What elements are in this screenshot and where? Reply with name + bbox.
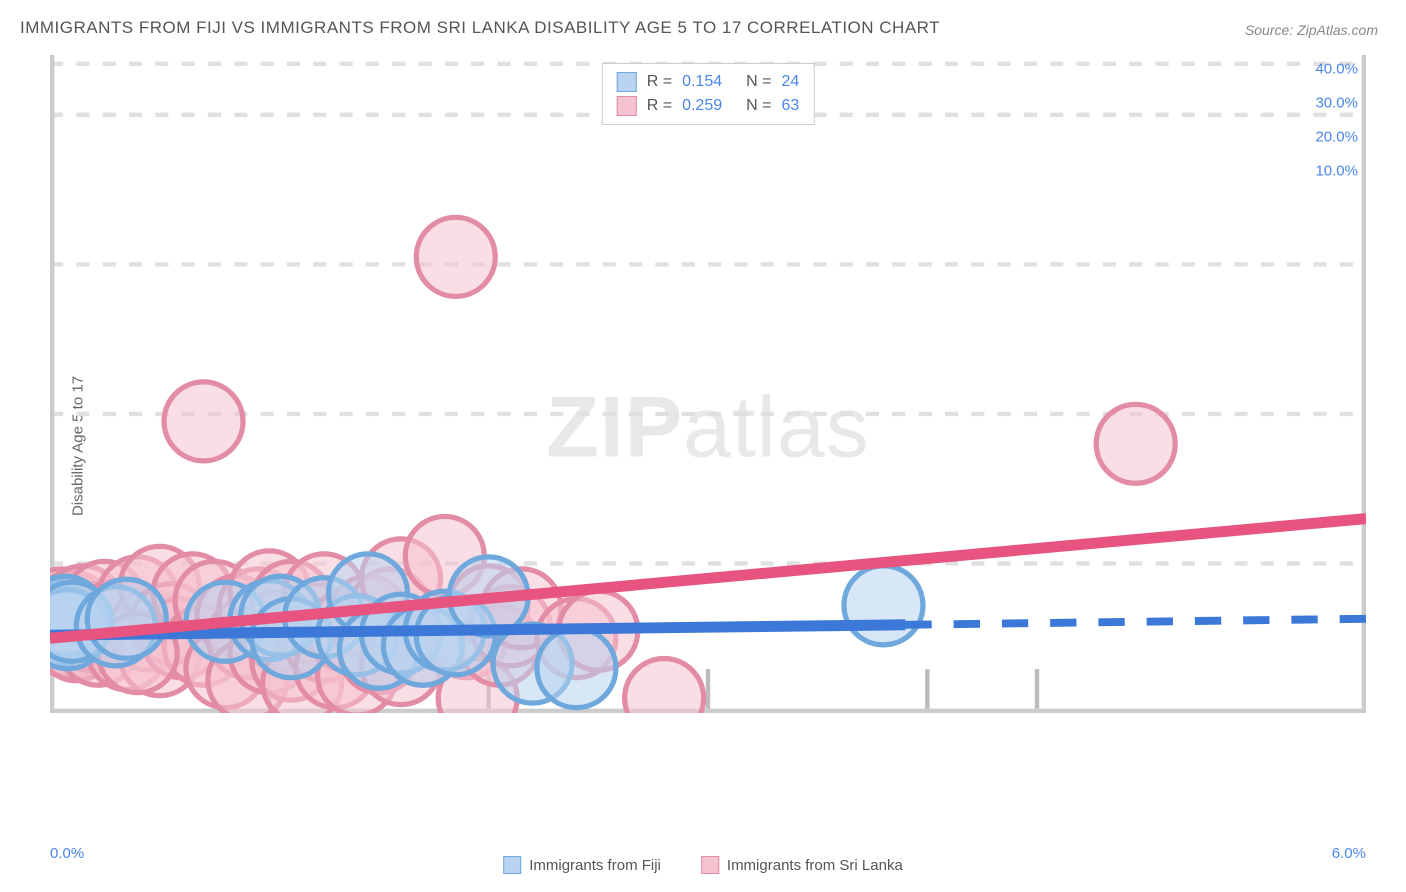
source-label: Source: ZipAtlas.com	[1245, 22, 1378, 38]
legend-row: R = 0.154 N = 24	[617, 70, 800, 94]
legend-n-label: N =	[746, 97, 771, 115]
legend-r-value: 0.154	[682, 73, 722, 91]
legend-r-label: R =	[647, 97, 672, 115]
x-axis-origin: 0.0%	[50, 845, 84, 862]
y-tick-label: 40.0%	[1315, 60, 1358, 77]
chart-area: ZIPatlas R = 0.154N = 24R = 0.259N = 63 …	[50, 55, 1366, 832]
legend-r-label: R =	[647, 73, 672, 91]
chart-title: IMMIGRANTS FROM FIJI VS IMMIGRANTS FROM …	[20, 18, 940, 38]
series-legend-item: Immigrants from Fiji	[503, 856, 661, 874]
correlation-legend: R = 0.154 N = 24 R = 0.259 N = 63	[602, 63, 815, 125]
legend-n-value: 24	[781, 73, 799, 91]
legend-n-value: 63	[781, 97, 799, 115]
y-tick-label: 10.0%	[1315, 162, 1358, 179]
legend-n-label: N =	[746, 73, 771, 91]
y-tick-label: 20.0%	[1315, 128, 1358, 145]
legend-swatch	[617, 72, 637, 92]
legend-swatch	[617, 96, 637, 116]
series-legend: Immigrants from Fiji Immigrants from Sri …	[503, 856, 903, 874]
scatter-plot	[50, 55, 1366, 713]
series-legend-item: Immigrants from Sri Lanka	[701, 856, 903, 874]
y-tick-label: 30.0%	[1315, 94, 1358, 111]
series-legend-label: Immigrants from Sri Lanka	[727, 857, 903, 874]
legend-row: R = 0.259 N = 63	[617, 94, 800, 118]
series-legend-label: Immigrants from Fiji	[529, 857, 661, 874]
legend-swatch	[701, 856, 719, 874]
legend-r-value: 0.259	[682, 97, 722, 115]
x-axis-max: 6.0%	[1332, 845, 1366, 862]
legend-swatch	[503, 856, 521, 874]
